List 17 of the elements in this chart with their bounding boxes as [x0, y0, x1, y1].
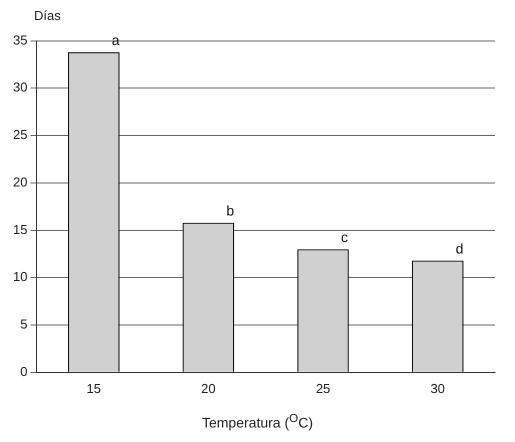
x-axis-title: Temperatura ($^{O}$C) [200, 412, 314, 431]
y-tick-label: 0 [20, 364, 28, 379]
x-tick-label: 15 [86, 380, 102, 396]
annotation: d [456, 240, 464, 256]
y-tick-label: 35 [12, 32, 28, 48]
x-tick-label: 30 [430, 380, 445, 396]
y-tick-label: 20 [12, 174, 28, 190]
x-tick-label: 20 [201, 380, 216, 396]
y-tick-label: 10 [12, 269, 28, 284]
annotation: b [226, 202, 234, 219]
x-tick-label: 25 [316, 380, 330, 396]
annotation: c [341, 229, 348, 246]
y-axis-title: Días [34, 8, 61, 23]
y-tick-label: 25 [12, 127, 28, 142]
y-tick-label: 15 [12, 222, 28, 237]
y-tick-label: 5 [20, 316, 28, 332]
y-tick-label: 30 [12, 80, 28, 95]
